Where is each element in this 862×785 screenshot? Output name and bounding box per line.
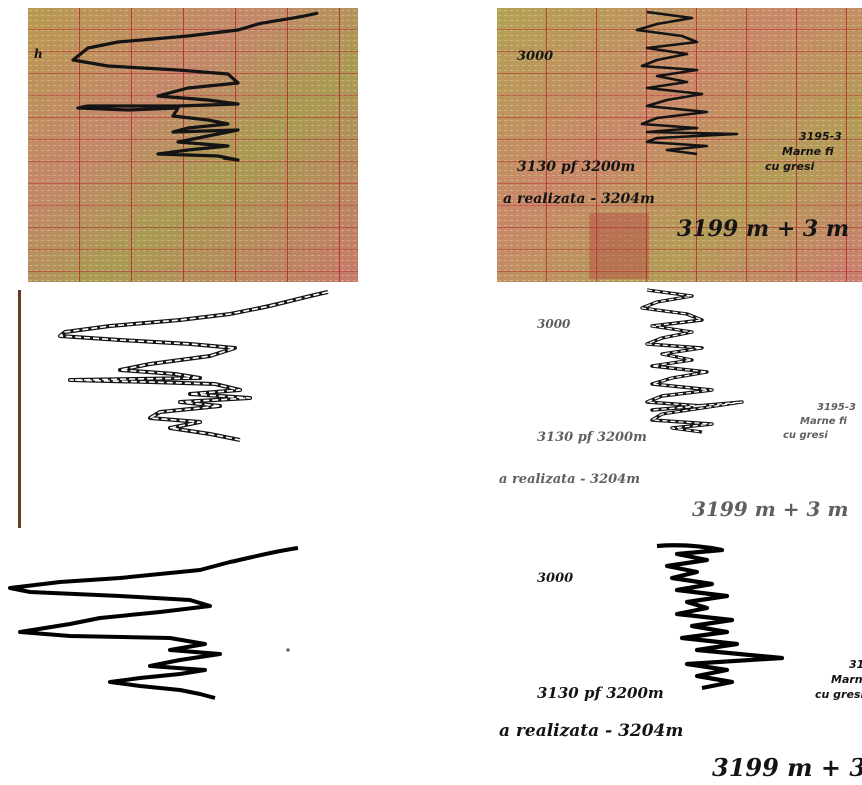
log-curve-outline <box>58 290 329 442</box>
extracted-right-svg: 3000 3130 pf 3200m a realizata - 3204m 3… <box>499 288 856 521</box>
log-curve <box>656 543 785 691</box>
scan-left-svg: h <box>28 8 358 282</box>
realized-depth: a realizata - 3204m <box>499 721 683 741</box>
lithology-line-3: cu gresi <box>783 430 828 441</box>
extracted-curve-right: 3000 3130 pf 3200m a realizata - 3204m 3… <box>497 288 862 550</box>
note-formula: 3199 m + 3 m <box>712 753 862 782</box>
log-curve <box>635 10 739 156</box>
lithology-line-1: 3195-3 <box>849 658 862 671</box>
log-curve-hollow <box>641 289 743 433</box>
clean-left-svg <box>8 546 299 700</box>
measured-depth: 3130 pf 3200m <box>517 159 635 175</box>
original-scan-left: h <box>28 8 358 282</box>
depth-label-mid: 3000 <box>537 571 573 586</box>
lithology-line-2: Marne fi <box>831 673 862 686</box>
note-formula: 3199 m + 3 m <box>677 216 849 242</box>
log-curve <box>8 546 299 700</box>
clean-curve-right: 3000 3130 pf 3200m a realizata - 3204m 3… <box>497 540 862 785</box>
speck <box>286 648 290 652</box>
lithology-line-3: cu gresi <box>765 160 814 173</box>
original-scan-right: 3000 3130 pf 3200m a realizata - 3204m 3… <box>497 8 862 282</box>
measured-depth: 3130 pf 3200m <box>537 684 664 702</box>
log-curve <box>71 11 319 162</box>
grid-lines <box>28 8 358 282</box>
lithology-line-1: 3195-3 <box>799 130 842 143</box>
depth-label-top: 3000 <box>517 49 553 64</box>
realized-depth: a realizata - 3204m <box>503 191 655 207</box>
lithology-line-1: 3195-3 <box>817 402 856 413</box>
divider-line <box>18 290 21 528</box>
scan-right-svg: 3000 3130 pf 3200m a realizata - 3204m 3… <box>497 8 862 282</box>
log-curve-outline <box>640 288 744 434</box>
realized-depth: a realizata - 3204m <box>499 472 640 487</box>
extracted-curve-left <box>0 288 360 530</box>
measured-depth: 3130 pf 3200m <box>537 430 647 445</box>
depth-label-top: 3000 <box>537 317 571 331</box>
extracted-left-svg <box>18 290 329 528</box>
log-curve-hollow <box>59 291 329 441</box>
note-formula: 3199 m + 3 m <box>692 497 849 521</box>
clean-right-svg: 3000 3130 pf 3200m a realizata - 3204m 3… <box>499 543 862 782</box>
lithology-line-3: cu gresi <box>815 688 862 701</box>
lithology-line-2: Marne fi <box>782 145 834 158</box>
clean-curve-left <box>0 540 360 785</box>
depth-mark-a: h <box>34 47 43 61</box>
lithology-line-2: Marne fi <box>800 416 847 427</box>
ink-stain <box>589 213 649 279</box>
